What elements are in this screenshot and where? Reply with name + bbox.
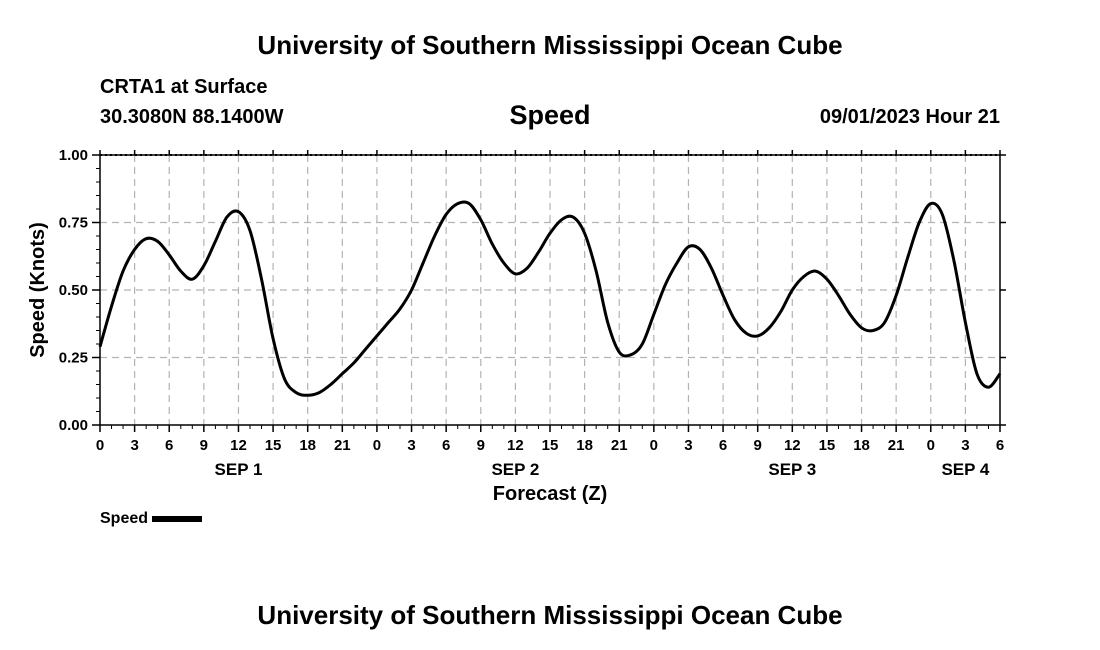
x-tick-label: 9 xyxy=(477,437,485,454)
x-tick-label: 0 xyxy=(927,437,935,454)
speed-series-line xyxy=(98,200,1002,397)
day-label: SEP 3 xyxy=(768,460,816,479)
y-tick-label: 0.00 xyxy=(59,417,88,434)
x-tick-label: 12 xyxy=(784,437,801,454)
x-tick-label: 6 xyxy=(165,437,173,454)
x-tick-label: 21 xyxy=(611,437,628,454)
x-tick-label: 0 xyxy=(96,437,104,454)
grid-layer xyxy=(100,155,1000,425)
x-tick-label: 15 xyxy=(542,437,559,454)
chart-main-title: University of Southern Mississippi Ocean… xyxy=(257,30,843,60)
day-label: SEP 2 xyxy=(491,460,539,479)
y-tick-label: 0.75 xyxy=(59,215,88,232)
legend-swatch xyxy=(152,515,203,522)
x-tick-label: 18 xyxy=(576,437,593,454)
x-tick-label: 9 xyxy=(200,437,208,454)
ticks-layer: 0 3 6 9 12 15 18 21 0 3 6 9 12 15 18 21 0 3 6 9 12 15 18 21 0 3 6 0… xyxy=(59,147,1006,479)
y-axis-label: Speed (Knots) xyxy=(27,222,49,358)
x-tick-label: 0 xyxy=(650,437,658,454)
x-tick-label: 3 xyxy=(684,437,692,454)
x-tick-label: 3 xyxy=(130,437,138,454)
x-tick-label: 0 xyxy=(373,437,381,454)
x-tick-label: 3 xyxy=(961,437,969,454)
x-tick-label: 18 xyxy=(853,437,870,454)
x-tick-label: 6 xyxy=(719,437,727,454)
x-tick-label: 9 xyxy=(754,437,762,454)
y-tick-label: 0.25 xyxy=(59,350,88,367)
y-tick-label: 0.50 xyxy=(59,282,88,299)
coordinates-label: 30.3080N 88.1400W xyxy=(100,106,284,128)
variable-title: Speed xyxy=(509,100,591,130)
x-tick-label: 18 xyxy=(299,437,316,454)
x-axis-label: Forecast (Z) xyxy=(493,483,607,505)
y-tick-label: 1.00 xyxy=(59,147,88,164)
x-tick-label: 3 xyxy=(407,437,415,454)
legend: Speed xyxy=(100,510,203,528)
x-tick-label: 6 xyxy=(442,437,450,454)
legend-label: Speed xyxy=(100,510,149,527)
x-tick-label: 12 xyxy=(230,437,247,454)
x-tick-label: 15 xyxy=(265,437,282,454)
x-tick-label: 6 xyxy=(996,437,1004,454)
day-label: SEP 4 xyxy=(941,460,989,479)
day-label: SEP 1 xyxy=(215,460,263,479)
station-label: CRTA1 at Surface xyxy=(100,76,268,98)
speed-chart: 0 3 6 9 12 15 18 21 0 3 6 9 12 15 18 21 0 3 6 9 12 15 18 21 0 3 6 0… xyxy=(27,147,1006,505)
forecast-datetime: 09/01/2023 Hour 21 xyxy=(819,106,1000,128)
x-tick-label: 12 xyxy=(507,437,524,454)
x-tick-label: 21 xyxy=(888,437,905,454)
x-tick-label: 15 xyxy=(819,437,836,454)
footer-title: University of Southern Mississippi Ocean… xyxy=(257,600,843,630)
x-tick-label: 21 xyxy=(334,437,351,454)
